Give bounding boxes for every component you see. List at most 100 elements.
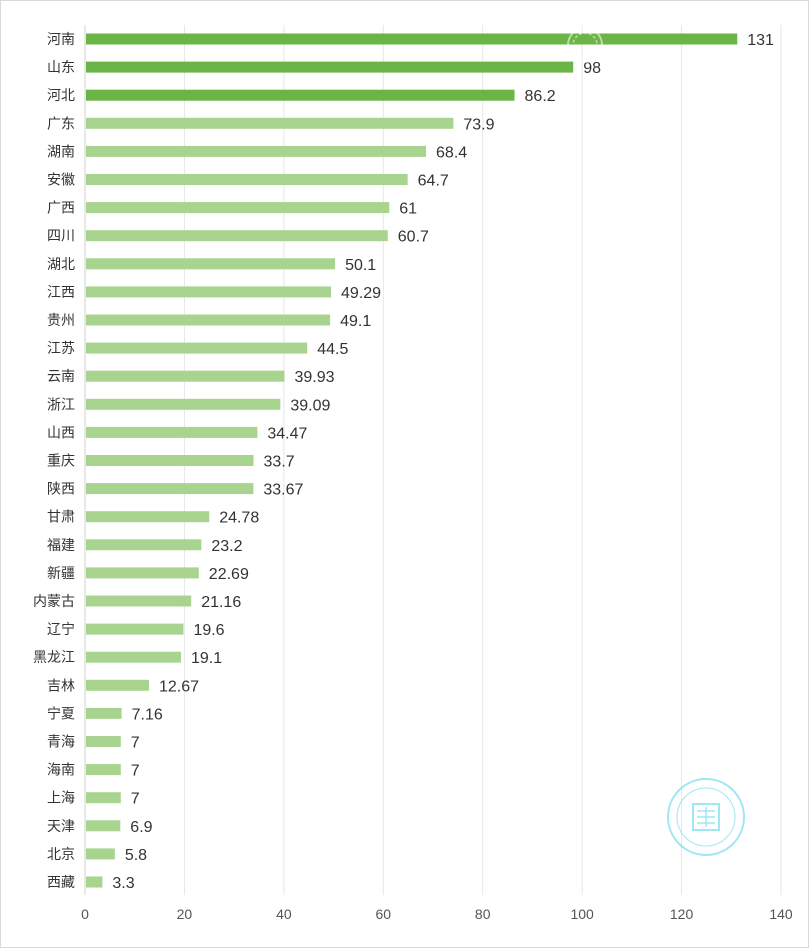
x-tick-label: 40 (276, 906, 292, 922)
bar (86, 286, 332, 298)
bar (86, 370, 285, 382)
bar (86, 679, 149, 691)
category-label: 内蒙古 (33, 593, 75, 609)
bar (86, 89, 515, 101)
category-label: 贵州 (47, 312, 75, 328)
data-label: 98 (583, 60, 601, 77)
bar (86, 848, 115, 860)
data-label: 7 (131, 735, 140, 752)
category-label: 广东 (47, 115, 75, 131)
bar (86, 314, 331, 326)
bar (86, 623, 184, 635)
bar (86, 61, 574, 73)
category-label: 青海 (47, 734, 75, 750)
category-label: 山西 (47, 424, 75, 440)
category-label: 上海 (47, 790, 75, 806)
bar (86, 426, 258, 438)
bar (86, 33, 738, 45)
category-label: 辽宁 (47, 621, 75, 637)
data-label: 6.9 (130, 819, 152, 836)
category-label: 湖北 (47, 256, 75, 272)
category-label: 河北 (47, 87, 75, 103)
category-label: 江西 (47, 284, 75, 300)
bar (86, 174, 408, 185)
category-label: 四川 (47, 228, 75, 244)
data-label: 131 (747, 32, 774, 49)
x-tick-label: 80 (475, 906, 491, 922)
data-label: 12.67 (159, 678, 199, 695)
data-label: 44.5 (317, 341, 348, 358)
bar (86, 117, 454, 129)
data-label: 24.78 (219, 510, 259, 527)
value-labels: 131 98 86.2 73.9 68.4 64.761 60.7 50.1 49.29 49.1… (112, 32, 774, 892)
data-label: 33.7 (264, 454, 295, 471)
bar (86, 483, 254, 495)
bars (86, 33, 738, 888)
x-tick-label: 0 (81, 906, 89, 922)
category-label: 甘肃 (47, 509, 75, 525)
category-label: 吉林 (47, 677, 75, 693)
bar (86, 398, 281, 410)
gridlines (84, 25, 782, 895)
x-tick-label: 100 (570, 906, 594, 922)
data-label: 64.7 (418, 173, 449, 190)
category-label: 湖南 (47, 143, 75, 159)
category-label: 广西 (47, 200, 75, 216)
data-label: 23.2 (211, 538, 242, 555)
category-label: 河南 (47, 31, 75, 47)
data-label: 73.9 (463, 116, 494, 133)
x-tick-label: 120 (670, 906, 694, 922)
bar (86, 707, 122, 719)
data-label: 33.67 (263, 482, 303, 499)
bar (86, 567, 199, 579)
data-label: 39.93 (295, 369, 335, 386)
bar (86, 820, 121, 832)
bar (86, 202, 390, 214)
category-label: 安徽 (47, 172, 75, 188)
data-label: 49.1 (340, 313, 371, 330)
data-label: 7.16 (132, 706, 163, 723)
category-label: 黑龙江 (33, 649, 75, 665)
bar (86, 455, 254, 466)
category-label: 福建 (47, 537, 75, 553)
category-label: 西藏 (47, 874, 75, 890)
category-label: 重庆 (47, 453, 75, 469)
data-label: 19.6 (193, 622, 224, 639)
bar (86, 736, 121, 747)
watermarks (567, 27, 745, 856)
bar (86, 792, 121, 804)
data-label: 7 (131, 763, 140, 780)
bar (86, 511, 210, 523)
bar (86, 651, 181, 663)
x-tick-label: 140 (769, 906, 793, 922)
category-label: 山东 (47, 59, 75, 75)
bar (86, 258, 336, 270)
watermark-small-seal (567, 27, 603, 63)
bar (86, 876, 103, 888)
data-label: 61 (399, 201, 417, 218)
watermark-seal (667, 778, 745, 856)
category-labels: 河南山东河北广东湖南安徽广西四川湖北江西贵州江苏云南浙江山西重庆陕西甘肃福建新疆… (33, 31, 75, 890)
data-label: 68.4 (436, 144, 467, 161)
data-label: 34.47 (267, 425, 307, 442)
data-label: 49.29 (341, 285, 381, 302)
bar (86, 539, 202, 551)
x-tick-label: 60 (375, 906, 391, 922)
category-label: 浙江 (47, 396, 75, 412)
data-label: 3.3 (112, 875, 134, 892)
category-label: 北京 (47, 846, 75, 862)
data-label: 39.09 (290, 397, 330, 414)
bar (86, 145, 427, 157)
category-label: 海南 (47, 762, 75, 778)
category-label: 云南 (47, 368, 75, 384)
data-label: 22.69 (209, 566, 249, 583)
x-tick-label: 20 (177, 906, 193, 922)
bar (86, 342, 308, 354)
bar (86, 764, 121, 776)
category-label: 宁夏 (47, 705, 75, 721)
x-axis-ticks: 0 20 40 60 80 100 120 140 (81, 906, 793, 922)
bar (86, 595, 192, 607)
data-label: 19.1 (191, 650, 222, 667)
category-label: 陕西 (47, 481, 75, 497)
